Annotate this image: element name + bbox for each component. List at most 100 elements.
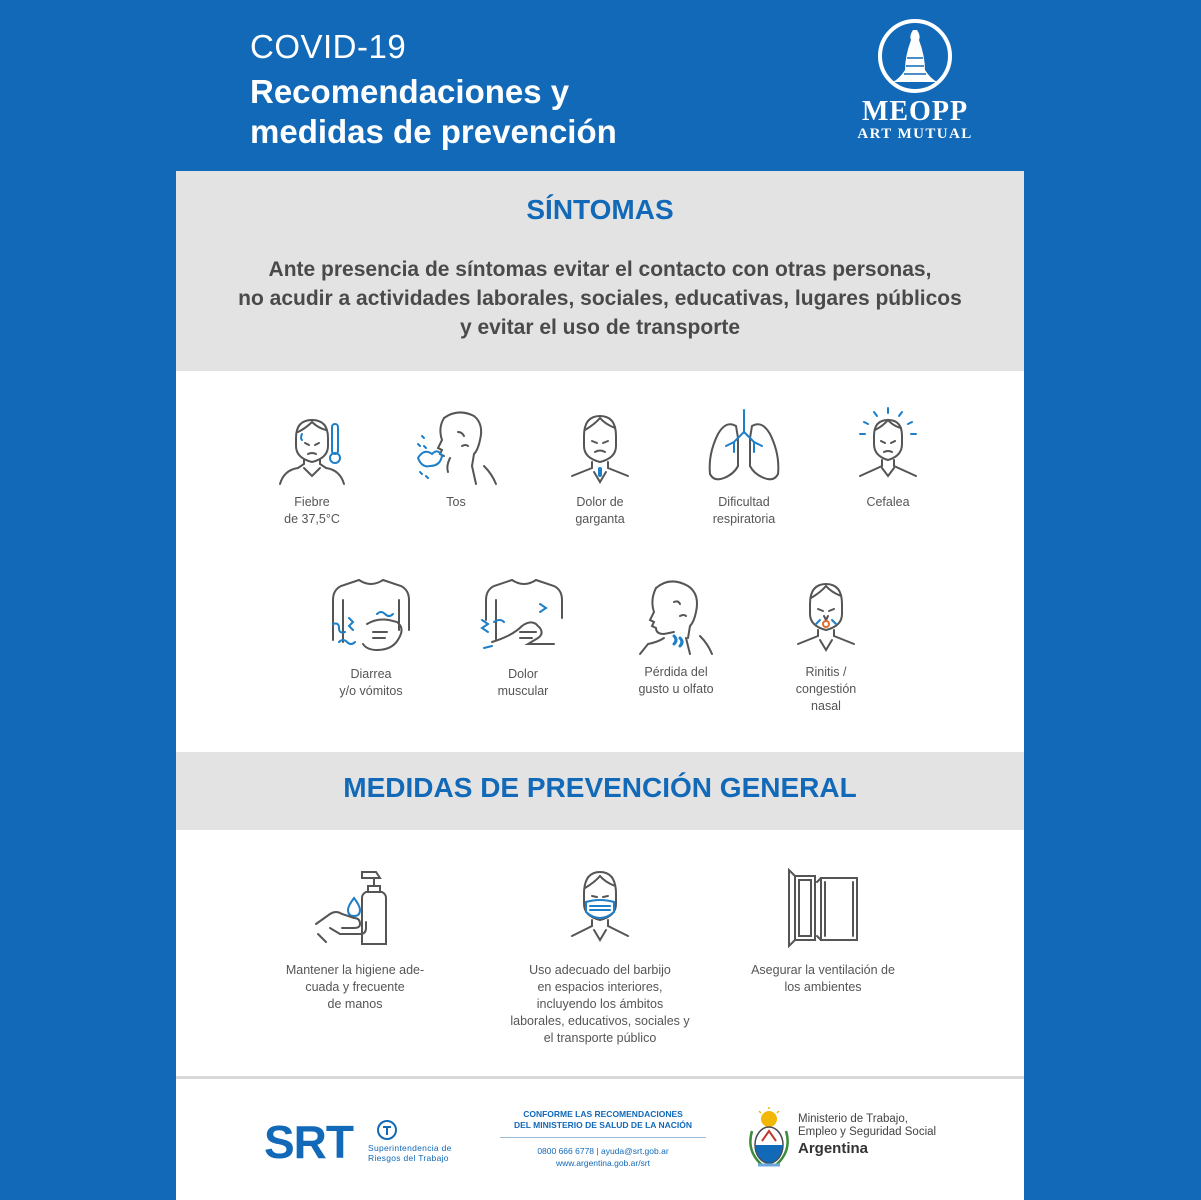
symptom-sore-throat: Dolor de garganta — [525, 406, 675, 528]
symptoms-title: SÍNTOMAS — [526, 194, 674, 225]
prevention-label-line: Asegurar la ventilación de — [751, 963, 895, 977]
prevention-label-line: el transporte público — [543, 1031, 657, 1045]
contact-line: 0800 666 6778 | ayuda@srt.gob.ar — [537, 1146, 669, 1156]
recommendation-title-line: DEL MINISTERIO DE SALUD DE LA NACIÓN — [513, 1120, 693, 1130]
logo-subtitle: ART MUTUAL — [857, 126, 973, 142]
national-coat-of-arms-icon — [749, 1107, 789, 1167]
symptom-fever: Fiebre de 37,5°C — [237, 406, 387, 528]
page-title-line: medidas de prevención — [250, 113, 617, 150]
hand-sanitizer-icon — [315, 871, 387, 945]
symptom-headache: Cefalea — [813, 406, 963, 511]
symptom-nasal-congestion: Rinitis / congestión nasal — [751, 576, 901, 715]
prevention-label: Uso adecuado del barbijo en espacios int… — [505, 962, 695, 1047]
footer-divider — [176, 1076, 1024, 1079]
meopp-logo: MEOPP ART MUTUAL — [850, 18, 980, 153]
symptom-label: Dificultad respiratoria — [669, 494, 819, 528]
symptom-label-line: Cefalea — [866, 495, 910, 509]
srt-subtitle-line: Riesgos del Trabajo — [368, 1153, 449, 1163]
symptoms-header-band: SÍNTOMAS Ante presencia de síntomas evit… — [176, 171, 1024, 371]
symptom-label: Rinitis / congestión nasal — [751, 664, 901, 715]
fever-thermometer-icon — [279, 418, 345, 485]
recommendation-title-line: CONFORME LAS RECOMENDACIONES — [523, 1109, 683, 1119]
prevention-header-band: MEDIDAS DE PREVENCIÓN GENERAL — [176, 752, 1024, 830]
prevention-ventilation: Asegurar la ventilación de los ambientes — [728, 864, 918, 996]
prevention-label-line: los ambientes — [784, 980, 862, 994]
symptom-label-line: y/o vómitos — [339, 684, 403, 698]
prevention-label: Mantener la higiene ade- cuada y frecuen… — [260, 962, 450, 1013]
stomach-ache-icon — [332, 579, 410, 652]
recommendation-divider — [500, 1137, 706, 1138]
symptom-label-line: Dolor de — [576, 495, 624, 509]
page-title: Recomendaciones y medidas de prevención — [250, 72, 670, 152]
srt-subtitle: Superintendencia de Riesgos del Trabajo — [368, 1143, 452, 1163]
recommendation-title: CONFORME LAS RECOMENDACIONES DEL MINISTE… — [498, 1109, 708, 1131]
symptom-cough: Tos — [381, 406, 531, 511]
ministry-text: Ministerio de Trabajo, Empleo y Segurida… — [798, 1113, 936, 1158]
symptom-muscle-pain: Dolor muscular — [448, 576, 598, 700]
symptom-loss-of-taste: Pérdida del gusto u olfato — [601, 576, 751, 698]
symptom-label-line: congestión — [795, 682, 857, 696]
symptom-label: Pérdida del gusto u olfato — [601, 664, 751, 698]
headache-icon — [859, 407, 917, 478]
symptom-label: Diarrea y/o vómitos — [296, 666, 446, 700]
description-line: no acudir a actividades laborales, socia… — [238, 287, 962, 310]
symptom-label: Dolor muscular — [448, 666, 598, 700]
ministry-logo: Ministerio de Trabajo, Empleo y Segurida… — [748, 1107, 978, 1173]
symptom-label: Tos — [381, 494, 531, 511]
prevention-face-mask: Uso adecuado del barbijo en espacios int… — [505, 864, 695, 1047]
content-panel: SÍNTOMAS Ante presencia de síntomas evit… — [176, 171, 1024, 1200]
symptom-label-line: gusto u olfato — [638, 682, 714, 696]
symptom-label-line: Pérdida del — [644, 665, 708, 679]
cough-icon — [416, 411, 497, 485]
logo-name: MEOPP — [861, 96, 969, 127]
srt-subtitle-line: Superintendencia de — [368, 1143, 452, 1153]
prevention-title: MEDIDAS DE PREVENCIÓN GENERAL — [343, 772, 857, 803]
description-line: y evitar el uso de transporte — [459, 316, 741, 339]
prevention-label-line: en espacios interiores, — [537, 980, 663, 994]
ministry-country: Argentina — [798, 1140, 869, 1157]
prevention-label-line: Uso adecuado del barbijo — [529, 963, 671, 977]
symptom-label-line: Diarrea — [350, 667, 392, 681]
muscle-pain-icon — [480, 579, 563, 649]
ministry-line: Ministerio de Trabajo, — [798, 1113, 908, 1125]
prevention-label-line: incluyendo los ámbitos — [536, 997, 664, 1011]
prevention-label-line: Mantener la higiene ade- — [285, 963, 425, 977]
srt-wordmark: SRT — [264, 1116, 354, 1168]
prevention-label-line: cuada y frecuente — [305, 980, 405, 994]
ministry-line: Empleo y Seguridad Social — [798, 1126, 937, 1138]
recommendation-note: CONFORME LAS RECOMENDACIONES DEL MINISTE… — [498, 1109, 708, 1169]
symptom-label-line: nasal — [811, 699, 841, 713]
description-line: Ante presencia de síntomas evitar el con… — [268, 258, 932, 281]
open-window-icon — [788, 867, 858, 949]
symptom-label-line: Rinitis / — [805, 665, 847, 679]
prevention-label-line: laborales, educativos, sociales y — [510, 1014, 690, 1028]
symptom-label-line: Tos — [446, 495, 466, 509]
srt-emblem-icon — [377, 1120, 397, 1140]
nasal-congestion-icon — [797, 582, 855, 652]
symptom-label-line: Fiebre — [294, 495, 330, 509]
symptom-label-line: muscular — [497, 684, 549, 698]
prevention-label-line: de manos — [327, 997, 383, 1011]
symptom-label-line: garganta — [575, 512, 625, 526]
prevention-hand-hygiene: Mantener la higiene ade- cuada y frecuen… — [260, 864, 450, 1013]
sore-throat-icon — [571, 414, 629, 484]
symptom-label: Cefalea — [813, 494, 963, 511]
symptom-label-line: Dolor — [508, 667, 538, 681]
symptom-breathing: Dificultad respiratoria — [669, 406, 819, 528]
symptom-diarrhea: Diarrea y/o vómitos — [296, 576, 446, 700]
symptom-label-line: respiratoria — [712, 512, 776, 526]
lungs-icon — [708, 409, 780, 481]
face-mask-icon — [571, 870, 629, 942]
page-title-line: Recomendaciones y — [250, 73, 570, 110]
contact-info: 0800 666 6778 | ayuda@srt.gob.ar www.arg… — [498, 1145, 708, 1169]
loss-of-taste-icon — [639, 580, 713, 655]
symptom-label: Dolor de garganta — [525, 494, 675, 528]
page-subtitle: COVID-19 — [250, 28, 407, 65]
symptom-label-line: Dificultad — [718, 495, 770, 509]
symptom-label-line: de 37,5°C — [284, 512, 340, 526]
symptom-label: Fiebre de 37,5°C — [237, 494, 387, 528]
meopp-emblem-icon — [878, 19, 952, 93]
contact-line: www.argentina.gob.ar/srt — [555, 1158, 651, 1168]
prevention-label: Asegurar la ventilación de los ambientes — [728, 962, 918, 996]
srt-logo: SRT Superintendencia de Riesgos del Trab… — [264, 1117, 474, 1167]
